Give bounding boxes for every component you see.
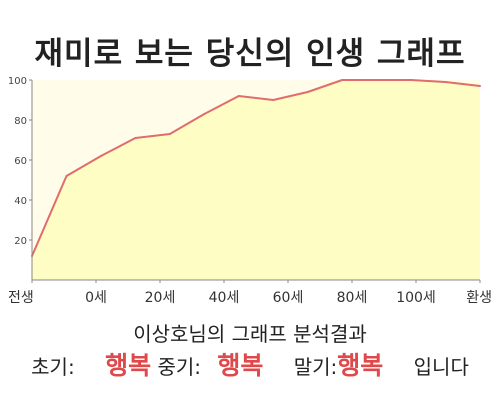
data-point [134, 137, 137, 139]
data-point [203, 113, 206, 115]
x-tick-label: 100세 [396, 290, 436, 306]
x-tick-label: 80세 [337, 290, 368, 306]
data-point [237, 95, 240, 97]
data-point [272, 99, 275, 101]
data-point [306, 91, 309, 93]
analysis-caption: 이상호님의 그래프 분석결과 [133, 322, 367, 346]
y-tick-label: 40 [14, 196, 27, 207]
data-point [444, 81, 447, 83]
y-tick-label: 60 [14, 156, 27, 167]
x-tick-label: 40세 [209, 290, 240, 306]
late-label: 말기: [293, 355, 338, 379]
result-ending: 입니다 [413, 355, 469, 379]
data-point [410, 79, 413, 81]
data-point [168, 133, 171, 135]
y-tick-label: 20 [14, 236, 27, 247]
y-tick-label: 100 [8, 76, 27, 87]
data-point [341, 79, 344, 81]
x-tick-label: 0세 [85, 290, 107, 306]
y-tick-label: 80 [14, 116, 27, 127]
middle-label: 중기: [157, 355, 201, 379]
series-area [32, 80, 480, 280]
analysis-result: 초기: 행복 중기: 행복 말기:행복 입니다 [0, 346, 500, 382]
x-tick-label: 환생 [466, 290, 492, 306]
data-point [375, 79, 378, 81]
data-point [99, 155, 102, 157]
early-label: 초기: [31, 355, 75, 379]
x-tick-label: 20세 [145, 290, 176, 306]
series-line [31, 79, 481, 257]
data-point [65, 175, 68, 177]
chart-title: 재미로 보는 당신의 인생 그래프 [34, 36, 466, 72]
data-point [479, 85, 481, 87]
late-value: 행복 [337, 351, 384, 380]
middle-value: 행복 [217, 351, 264, 380]
x-tick-label: 60세 [273, 290, 304, 306]
early-value: 행복 [105, 351, 152, 380]
x-tick-label: 전생 [8, 290, 34, 306]
